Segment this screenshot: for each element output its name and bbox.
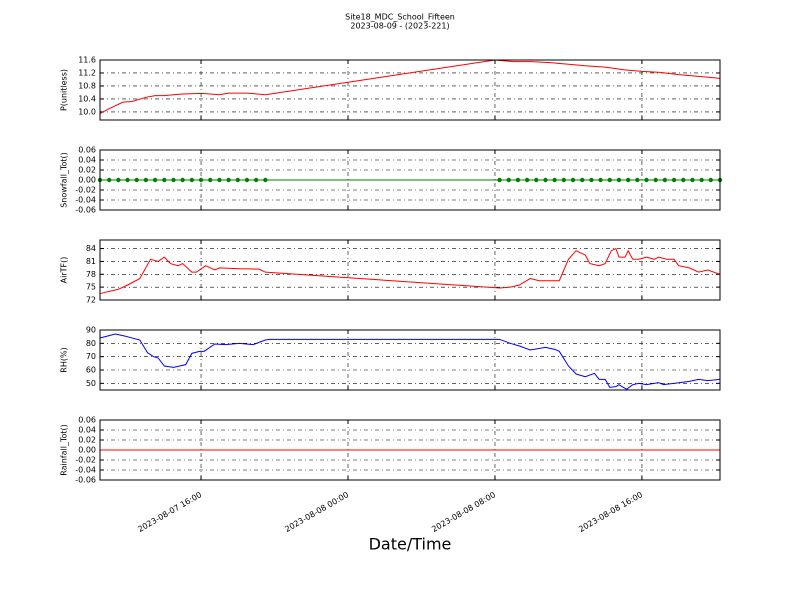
y-tick-label: 75 <box>86 283 96 292</box>
y-tick-label: 0.06 <box>78 416 96 425</box>
y-tick-label: 10.8 <box>78 81 96 90</box>
plot-area <box>100 330 720 390</box>
y-axis-title: Snowfall_Tot() <box>60 152 69 208</box>
y-axis-title: AirTF() <box>60 257 69 284</box>
y-tick-label: -0.06 <box>75 476 96 485</box>
y-tick-label: -0.04 <box>75 196 96 205</box>
y-tick-label: 50 <box>86 379 96 388</box>
y-tick-label: -0.04 <box>75 466 96 475</box>
data-marker <box>171 177 176 183</box>
y-tick-label: -0.02 <box>75 456 96 465</box>
data-marker <box>570 177 576 183</box>
data-marker <box>515 177 521 183</box>
y-tick-label: 0.02 <box>78 166 96 175</box>
data-marker <box>253 177 259 183</box>
x-axis-title: Date/Time <box>369 535 452 554</box>
data-marker <box>598 177 603 183</box>
y-tick-label: 90 <box>86 326 96 335</box>
data-marker <box>217 177 222 183</box>
plot-frame <box>99 329 721 391</box>
chart-title: Site18_MDC_School_Fifteen <box>345 13 455 22</box>
data-marker <box>180 177 185 183</box>
data-marker <box>580 177 585 183</box>
data-marker <box>208 177 213 183</box>
y-tick-label: 84 <box>86 244 96 253</box>
data-marker <box>690 177 695 183</box>
data-marker <box>226 177 231 183</box>
data-marker <box>189 177 195 183</box>
y-tick-label: 70 <box>86 352 96 361</box>
plot-frame <box>99 149 721 211</box>
data-marker <box>607 177 612 183</box>
data-marker <box>152 177 158 183</box>
data-line <box>99 59 721 114</box>
y-tick-label: 0.06 <box>78 146 96 155</box>
plot-frame <box>99 59 721 121</box>
data-marker <box>524 177 530 183</box>
data-marker <box>635 177 640 183</box>
data-marker <box>708 177 714 183</box>
plot-frame <box>99 419 721 481</box>
y-tick-label: 10.4 <box>78 94 96 103</box>
plot-area <box>100 60 720 120</box>
data-marker <box>589 177 594 183</box>
data-marker <box>653 177 658 183</box>
data-marker <box>671 177 677 183</box>
data-marker <box>625 177 631 183</box>
data-line <box>99 333 721 390</box>
y-tick-label: 0.00 <box>78 176 96 185</box>
y-tick-label: 0.00 <box>78 446 96 455</box>
data-marker <box>543 177 548 183</box>
y-tick-label: -0.06 <box>75 206 96 215</box>
data-marker <box>116 177 121 183</box>
y-tick-label: 0.02 <box>78 436 96 445</box>
data-marker <box>244 177 250 183</box>
y-tick-label: 81 <box>86 257 96 266</box>
data-marker <box>198 177 204 183</box>
y-tick-label: 72 <box>86 296 96 305</box>
data-marker <box>534 177 539 183</box>
data-marker <box>699 177 704 183</box>
data-marker <box>552 177 557 183</box>
y-tick-label: 0.04 <box>78 156 96 165</box>
y-tick-label: -0.02 <box>75 186 96 195</box>
data-marker <box>235 177 240 183</box>
y-tick-label: 0.04 <box>78 426 96 435</box>
data-marker <box>106 177 112 183</box>
y-tick-label: 11.6 <box>78 56 96 65</box>
data-marker <box>162 177 167 183</box>
data-marker <box>644 177 649 183</box>
y-tick-label: 60 <box>86 366 96 375</box>
y-axis-title: RH(%) <box>60 347 69 372</box>
data-marker <box>681 177 686 183</box>
data-marker <box>497 177 502 183</box>
y-tick-label: 80 <box>86 339 96 348</box>
data-marker <box>263 177 268 183</box>
data-marker <box>616 177 622 183</box>
data-marker <box>143 177 149 183</box>
data-marker <box>134 177 139 183</box>
data-marker <box>662 177 668 183</box>
y-tick-label: 10.0 <box>78 107 96 116</box>
data-marker <box>561 177 567 183</box>
plot-area <box>100 240 720 300</box>
y-axis-title: Rainfall_Tot() <box>60 424 69 476</box>
chart-subtitle: 2023-08-09 - (2023-221) <box>350 22 449 31</box>
data-marker <box>506 177 511 183</box>
y-tick-label: 11.2 <box>78 68 96 77</box>
y-tick-label: 78 <box>86 270 96 279</box>
y-axis-title: P(unitless) <box>60 69 69 111</box>
data-line <box>99 247 721 295</box>
plot-frame <box>99 239 721 301</box>
data-marker <box>125 177 130 183</box>
